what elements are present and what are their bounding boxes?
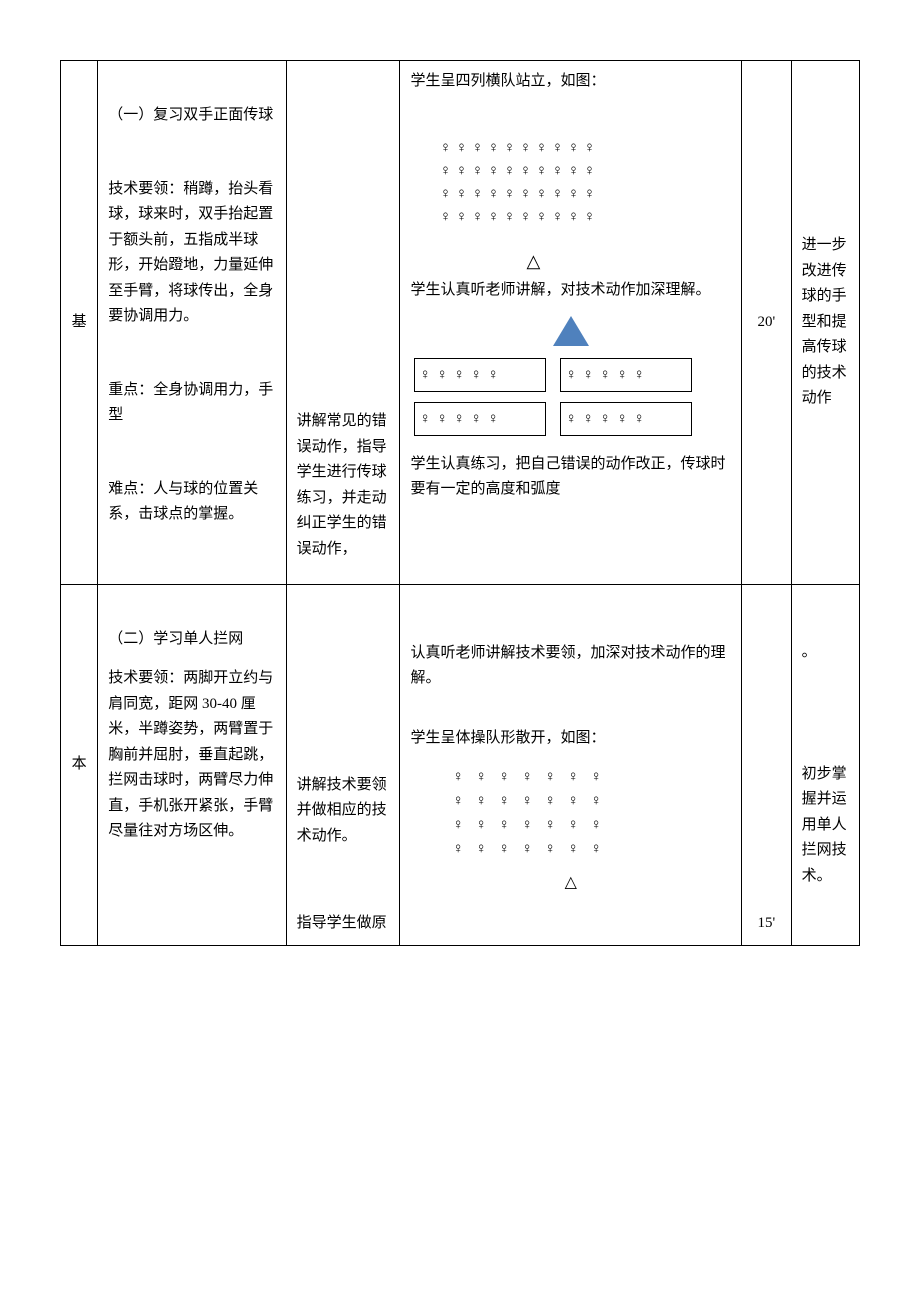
goal-cell-2: 。 初步掌握并运用单人拦网技术。 <box>791 584 859 945</box>
student-cell-2: 认真听老师讲解技术要领，加深对技术动作的理解。 学生呈体操队形散开，如图： ♀ … <box>400 584 742 945</box>
stage-label-1: 基 <box>72 314 87 330</box>
student1-listen: 学生认真听老师讲解，对技术动作加深理解。 <box>410 278 731 304</box>
rect-box-left: ♀ ♀ ♀ ♀ ♀ <box>414 402 546 436</box>
goal-2-dot: 。 <box>802 640 849 666</box>
time-1: 20' <box>757 314 775 330</box>
teacher-marker-outline: △ <box>526 246 731 277</box>
row-section-2: 本 （二）学习单人拦网 技术要领：两脚开立约与肩同宽，距网 30-40 厘米，半… <box>61 584 860 945</box>
formation-row: ♀ ♀ ♀ ♀ ♀ ♀ ♀ <box>452 765 731 789</box>
rect-formation: ♀ ♀ ♀ ♀ ♀ ♀ ♀ ♀ ♀ ♀ ♀ ♀ ♀ ♀ ♀ ♀ ♀ ♀ ♀ ♀ <box>414 358 731 436</box>
formation-row: ♀ ♀ ♀ ♀ ♀ ♀ ♀ <box>452 789 731 813</box>
formation-gym: ♀ ♀ ♀ ♀ ♀ ♀ ♀ ♀ ♀ ♀ ♀ ♀ ♀ ♀ ♀ ♀ ♀ ♀ ♀ ♀ … <box>452 765 731 861</box>
rect-row: ♀ ♀ ♀ ♀ ♀ ♀ ♀ ♀ ♀ ♀ <box>414 358 731 392</box>
stage-label-2: 本 <box>72 756 87 772</box>
rect-row: ♀ ♀ ♀ ♀ ♀ ♀ ♀ ♀ ♀ ♀ <box>414 402 731 436</box>
stage-cell-1: 基 <box>61 61 98 585</box>
lesson-plan-page: 基 （一）复习双手正面传球 技术要领：稍蹲，抬头看球，球来时，双手抬起置于额头前… <box>60 60 860 946</box>
section1-title: （一）复习双手正面传球 <box>108 103 275 129</box>
section1-focus: 重点：全身协调用力，手型 <box>108 378 275 429</box>
goal-2: 初步掌握并运用单人拦网技术。 <box>802 762 849 890</box>
content-cell-2: （二）学习单人拦网 技术要领：两脚开立约与肩同宽，距网 30-40 厘米，半蹲姿… <box>98 584 286 945</box>
section1-technique: 技术要领：稍蹲，抬头看球，球来时，双手抬起置于额头前，五指成半球形，开始蹬地，力… <box>108 177 275 330</box>
goal-cell-1: 进一步改进传球的手型和提高传球的技术动作 <box>791 61 859 585</box>
section1-difficulty: 难点：人与球的位置关系，击球点的掌握。 <box>108 477 275 528</box>
teacher-activity-1: 讲解常见的错误动作，指导学生进行传球练习，并走动纠正学生的错误动作， <box>297 409 390 562</box>
student2-listen: 认真听老师讲解技术要领，加深对技术动作的理解。 <box>410 641 731 692</box>
formation-row: ♀♀♀♀♀♀♀♀♀♀ <box>438 160 731 183</box>
teacher-activity-2: 讲解技术要领并做相应的技术动作。 <box>297 773 390 850</box>
student-cell-1: 学生呈四列横队站立，如图： ♀♀♀♀♀♀♀♀♀♀ ♀♀♀♀♀♀♀♀♀♀ ♀♀♀♀… <box>400 61 742 585</box>
time-cell-2: 15' <box>741 584 791 945</box>
rect-box-right: ♀ ♀ ♀ ♀ ♀ <box>560 402 692 436</box>
student2-form-intro: 学生呈体操队形散开，如图： <box>410 726 731 752</box>
goal-1: 进一步改进传球的手型和提高传球的技术动作 <box>802 237 847 406</box>
formation-row: ♀ ♀ ♀ ♀ ♀ ♀ ♀ <box>452 813 731 837</box>
content-cell-1: （一）复习双手正面传球 技术要领：稍蹲，抬头看球，球来时，双手抬起置于额头前，五… <box>98 61 286 585</box>
lesson-table: 基 （一）复习双手正面传球 技术要领：稍蹲，抬头看球，球来时，双手抬起置于额头前… <box>60 60 860 946</box>
teacher-cell-1: 讲解常见的错误动作，指导学生进行传球练习，并走动纠正学生的错误动作， <box>286 61 400 585</box>
stage-cell-2: 本 <box>61 584 98 945</box>
student1-intro: 学生呈四列横队站立，如图： <box>410 69 731 95</box>
formation-row: ♀ ♀ ♀ ♀ ♀ ♀ ♀ <box>452 837 731 861</box>
rect-box-left: ♀ ♀ ♀ ♀ ♀ <box>414 358 546 392</box>
row-section-1: 基 （一）复习双手正面传球 技术要领：稍蹲，抬头看球，球来时，双手抬起置于额头前… <box>61 61 860 585</box>
rect-box-right: ♀ ♀ ♀ ♀ ♀ <box>560 358 692 392</box>
time-cell-1: 20' <box>741 61 791 585</box>
formation-row: ♀♀♀♀♀♀♀♀♀♀ <box>438 183 731 206</box>
time-2: 15' <box>757 915 775 931</box>
teacher-marker-outline-2: △ <box>410 869 731 896</box>
section2-title: （二）学习单人拦网 <box>108 627 275 653</box>
student1-practice: 学生认真练习，把自己错误的动作改正，传球时要有一定的高度和弧度 <box>410 452 731 503</box>
teacher-cell-2: 讲解技术要领并做相应的技术动作。 指导学生做原 <box>286 584 400 945</box>
formation-row: ♀♀♀♀♀♀♀♀♀♀ <box>438 206 731 229</box>
section2-technique: 技术要领：两脚开立约与肩同宽，距网 30-40 厘米，半蹲姿势，两臂置于胸前并屈… <box>108 666 275 845</box>
teacher-activity-3: 指导学生做原 <box>297 911 390 937</box>
formation-row: ♀♀♀♀♀♀♀♀♀♀ <box>438 137 731 160</box>
teacher-marker-solid <box>553 316 589 346</box>
formation-4rows: ♀♀♀♀♀♀♀♀♀♀ ♀♀♀♀♀♀♀♀♀♀ ♀♀♀♀♀♀♀♀♀♀ ♀♀♀♀♀♀♀… <box>438 137 731 230</box>
